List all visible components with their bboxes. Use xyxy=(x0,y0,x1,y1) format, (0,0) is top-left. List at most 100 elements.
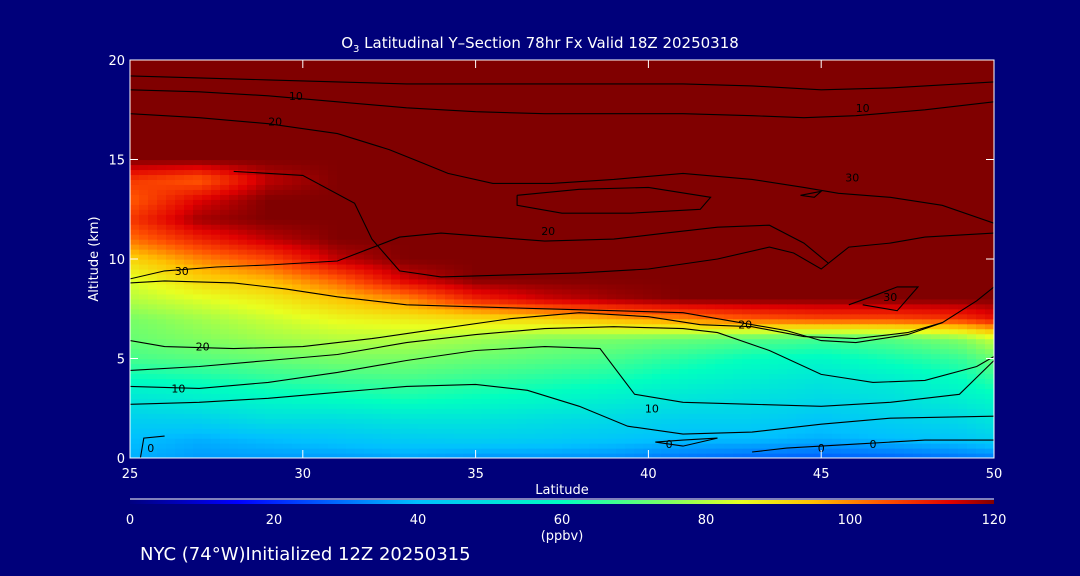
field-cell xyxy=(337,388,347,394)
field-cell xyxy=(679,418,689,424)
field-cell xyxy=(418,438,428,444)
field-cell xyxy=(625,443,635,449)
field-cell xyxy=(958,383,968,389)
field-cell xyxy=(139,268,149,275)
field-cell xyxy=(931,308,941,315)
field-cell xyxy=(742,244,752,250)
field-cell xyxy=(310,219,320,225)
field-cell xyxy=(373,423,383,429)
field-cell xyxy=(499,438,509,444)
field-cell xyxy=(787,338,797,345)
field-cell xyxy=(679,368,689,375)
field-cell xyxy=(598,418,608,424)
field-cell xyxy=(499,209,509,215)
field-cell xyxy=(607,199,617,205)
field-cell xyxy=(490,268,500,275)
field-cell xyxy=(265,408,275,414)
field-cell xyxy=(436,268,446,275)
field-cell xyxy=(832,283,842,290)
field-cell xyxy=(274,368,284,375)
field-cell xyxy=(139,224,149,230)
field-cell xyxy=(544,278,554,285)
field-cell xyxy=(967,224,977,230)
field-cell xyxy=(949,428,959,434)
field-cell xyxy=(481,453,491,458)
field-cell xyxy=(238,278,248,285)
field-cell xyxy=(427,373,437,379)
field-cell xyxy=(940,199,950,205)
field-cell xyxy=(373,378,383,384)
field-cell xyxy=(481,259,491,265)
field-cell xyxy=(814,418,824,424)
field-cell xyxy=(517,199,527,205)
field-cell xyxy=(310,308,320,315)
field-cell xyxy=(769,288,779,295)
field-cell xyxy=(148,298,158,305)
field-cell xyxy=(913,204,923,210)
field-cell xyxy=(652,373,662,379)
field-cell xyxy=(589,423,599,429)
field-cell xyxy=(283,318,293,325)
field-cell xyxy=(607,239,617,245)
field-cell xyxy=(355,254,365,260)
field-cell xyxy=(904,398,914,404)
field-cell xyxy=(445,443,455,449)
field-cell xyxy=(301,318,311,325)
field-cell xyxy=(904,393,914,399)
field-cell xyxy=(589,288,599,295)
field-cell xyxy=(967,388,977,394)
field-cell xyxy=(238,214,248,220)
field-cell xyxy=(490,353,500,360)
field-cell xyxy=(553,254,563,260)
field-cell xyxy=(832,433,842,439)
field-cell xyxy=(472,283,482,290)
field-cell xyxy=(823,358,833,365)
field-cell xyxy=(778,428,788,434)
field-cell xyxy=(670,298,680,305)
field-cell xyxy=(373,403,383,409)
field-cell xyxy=(130,209,140,215)
field-cell xyxy=(346,229,356,235)
field-cell xyxy=(373,303,383,310)
field-cell xyxy=(472,219,482,225)
field-cell xyxy=(247,303,257,310)
field-cell xyxy=(643,433,653,439)
field-cell xyxy=(922,343,932,350)
field-cell xyxy=(607,313,617,320)
field-cell xyxy=(661,388,671,394)
field-cell xyxy=(706,283,716,290)
field-cell xyxy=(454,448,464,454)
field-cell xyxy=(895,278,905,285)
field-cell xyxy=(697,373,707,379)
field-cell xyxy=(778,433,788,439)
field-cell xyxy=(382,378,392,384)
field-cell xyxy=(373,393,383,399)
field-cell xyxy=(328,358,338,365)
field-cell xyxy=(472,204,482,210)
field-cell xyxy=(661,219,671,225)
field-cell xyxy=(778,259,788,265)
field-cell xyxy=(499,378,509,384)
field-cell xyxy=(418,398,428,404)
field-cell xyxy=(616,249,626,255)
field-cell xyxy=(958,363,968,370)
field-cell xyxy=(220,219,230,225)
field-cell xyxy=(868,343,878,350)
field-cell xyxy=(364,249,374,255)
field-cell xyxy=(256,293,266,300)
field-cell xyxy=(517,453,527,458)
field-cell xyxy=(571,358,581,365)
field-cell xyxy=(670,199,680,205)
field-cell xyxy=(724,268,734,275)
field-cell xyxy=(589,209,599,215)
field-cell xyxy=(508,338,518,345)
field-cell xyxy=(481,368,491,375)
field-cell xyxy=(418,229,428,235)
field-cell xyxy=(832,323,842,330)
field-cell xyxy=(607,333,617,340)
field-cell xyxy=(580,259,590,265)
field-cell xyxy=(184,378,194,384)
field-cell xyxy=(436,288,446,295)
field-cell xyxy=(625,224,635,230)
field-cell xyxy=(229,358,239,365)
